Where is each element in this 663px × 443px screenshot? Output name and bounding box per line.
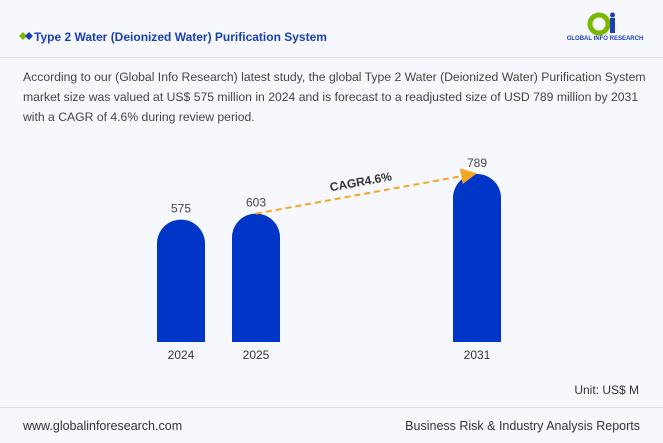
value-label: 603 — [246, 196, 266, 210]
cagr-label: CAGR4.6% — [329, 169, 394, 194]
x-tick-label: 2031 — [464, 348, 491, 362]
description: According to our (Global Info Research) … — [23, 70, 646, 124]
website-link[interactable]: www.globalinforesearch.com — [23, 419, 183, 433]
x-tick-label: 2024 — [168, 348, 195, 362]
unit-label: Unit: US$ M — [574, 383, 639, 397]
x-tick-label: 2025 — [243, 348, 270, 362]
logo: GLOBAL INFO RESEARCH — [555, 12, 655, 46]
value-label: 789 — [467, 156, 487, 170]
bar-2024 — [157, 219, 205, 342]
value-label: 575 — [171, 202, 191, 216]
footer-tagline: Business Risk & Industry Analysis Report… — [405, 419, 640, 433]
cagr-arrow — [255, 168, 477, 215]
gi-logo-icon — [587, 12, 615, 36]
footer: www.globalinforesearch.com Business Risk… — [0, 407, 663, 443]
bar-2031 — [453, 174, 501, 342]
header: Type 2 Water (Deionized Water) Purificat… — [0, 0, 663, 58]
bar-2025 — [232, 213, 280, 342]
page-title: Type 2 Water (Deionized Water) Purificat… — [34, 30, 327, 44]
diamond-icon — [19, 32, 33, 40]
logo-text: GLOBAL INFO RESEARCH — [566, 36, 644, 42]
